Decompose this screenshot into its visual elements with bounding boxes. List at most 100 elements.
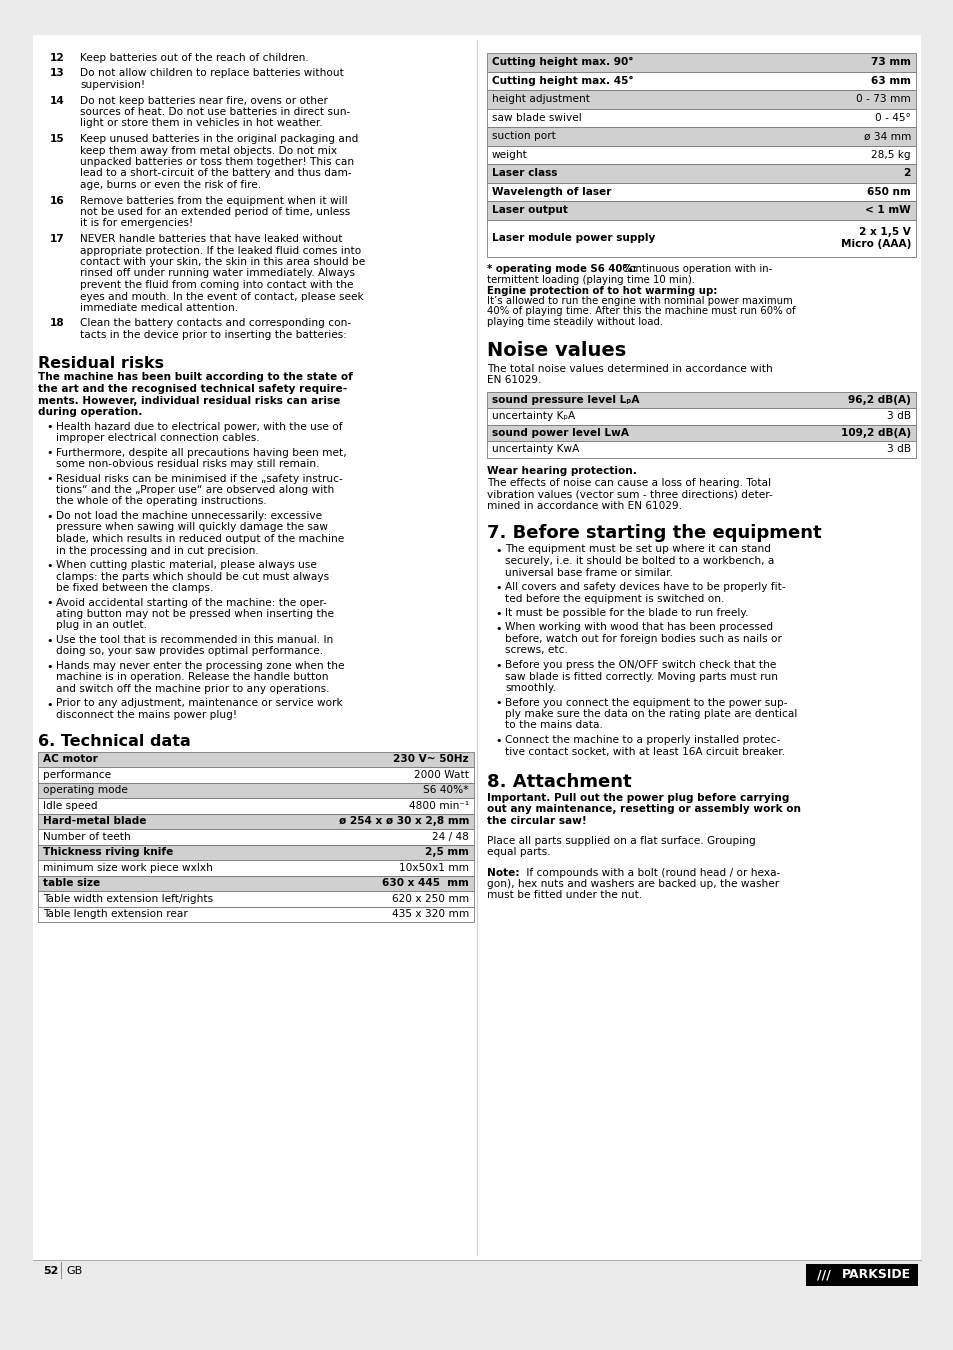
Text: operating mode: operating mode	[43, 786, 128, 795]
Text: Noise values: Noise values	[486, 342, 625, 360]
Text: EN 61029.: EN 61029.	[486, 375, 540, 385]
Text: Continuous operation with in-: Continuous operation with in-	[618, 265, 771, 274]
Text: 14: 14	[50, 96, 65, 105]
Text: 435 x 320 mm: 435 x 320 mm	[392, 910, 469, 919]
Text: AC motor: AC motor	[43, 755, 98, 764]
Bar	[486, 408, 915, 424]
Text: not be used for an extended period of time, unless: not be used for an extended period of ti…	[80, 207, 350, 217]
Text: 12: 12	[50, 53, 65, 63]
Text: some non-obvious residual risks may still remain.: some non-obvious residual risks may stil…	[56, 459, 319, 468]
Text: 15: 15	[50, 134, 65, 144]
Text: Hands may never enter the processing zone when the: Hands may never enter the processing zon…	[56, 662, 344, 671]
Text: during operation.: during operation.	[38, 406, 142, 417]
Text: •: •	[46, 512, 52, 522]
Text: 4800 min⁻¹: 4800 min⁻¹	[409, 801, 469, 811]
Text: blade, which results in reduced output of the machine: blade, which results in reduced output o…	[56, 535, 344, 544]
Text: playing time steadily without load.: playing time steadily without load.	[486, 317, 662, 327]
Text: saw blade swivel: saw blade swivel	[492, 113, 581, 123]
Text: 16: 16	[50, 196, 65, 205]
Text: tacts in the device prior to inserting the batteries:: tacts in the device prior to inserting t…	[80, 329, 347, 340]
Text: disconnect the mains power plug!: disconnect the mains power plug!	[56, 710, 237, 720]
Bar	[486, 392, 915, 408]
Text: universal base frame or similar.: universal base frame or similar.	[504, 567, 672, 578]
Text: 52: 52	[43, 1266, 58, 1276]
Text: Do not allow children to replace batteries without: Do not allow children to replace batteri…	[80, 69, 343, 78]
Text: The total noise values determined in accordance with: The total noise values determined in acc…	[486, 363, 772, 374]
Text: Furthermore, despite all precautions having been met,: Furthermore, despite all precautions hav…	[56, 447, 346, 458]
Text: •: •	[495, 698, 501, 709]
Text: 40% of playing time. After this the machine must run 60% of: 40% of playing time. After this the mach…	[486, 306, 795, 316]
Text: pressure when sawing will quickly damage the saw: pressure when sawing will quickly damage…	[56, 522, 328, 532]
Text: The effects of noise can cause a loss of hearing. Total: The effects of noise can cause a loss of…	[486, 478, 770, 487]
Text: •: •	[495, 545, 501, 555]
Text: Number of teeth: Number of teeth	[43, 832, 131, 842]
Text: When working with wood that has been processed: When working with wood that has been pro…	[504, 622, 772, 633]
Text: Residual risks: Residual risks	[38, 355, 164, 370]
Text: uncertainty KᴡA: uncertainty KᴡA	[492, 444, 578, 454]
Text: minimum size work piece wxlxh: minimum size work piece wxlxh	[43, 863, 213, 872]
Text: Connect the machine to a properly installed protec-: Connect the machine to a properly instal…	[504, 734, 780, 745]
Text: appropriate protection. If the leaked fluid comes into: appropriate protection. If the leaked fl…	[80, 246, 361, 255]
Bar	[486, 201, 915, 220]
Text: 96,2 dB(A): 96,2 dB(A)	[847, 394, 910, 405]
Text: Use the tool that is recommended in this manual. In: Use the tool that is recommended in this…	[56, 634, 333, 645]
Text: plug in an outlet.: plug in an outlet.	[56, 621, 147, 630]
Text: Avoid accidental starting of the machine: the oper-: Avoid accidental starting of the machine…	[56, 598, 327, 608]
Text: Keep unused batteries in the original packaging and: Keep unused batteries in the original pa…	[80, 134, 358, 144]
Bar	[486, 90, 915, 108]
Text: Idle speed: Idle speed	[43, 801, 97, 811]
Bar	[38, 891, 474, 906]
Text: 73 mm: 73 mm	[870, 57, 910, 68]
Text: rinsed off under running water immediately. Always: rinsed off under running water immediate…	[80, 269, 355, 278]
Text: All covers and safety devices have to be properly fit-: All covers and safety devices have to be…	[504, 582, 785, 593]
Text: Remove batteries from the equipment when it will: Remove batteries from the equipment when…	[80, 196, 347, 205]
Text: mined in accordance with EN 61029.: mined in accordance with EN 61029.	[486, 501, 681, 512]
Bar	[38, 798, 474, 814]
Text: Note:: Note:	[486, 868, 519, 878]
Text: Before you connect the equipment to the power sup-: Before you connect the equipment to the …	[504, 698, 786, 707]
Text: 17: 17	[50, 234, 65, 244]
Bar	[486, 163, 915, 182]
Bar	[486, 53, 915, 72]
Text: securely, i.e. it should be bolted to a workbench, a: securely, i.e. it should be bolted to a …	[504, 556, 774, 566]
Text: smoothly.: smoothly.	[504, 683, 556, 693]
Text: ///: ///	[816, 1269, 830, 1281]
Text: •: •	[495, 662, 501, 671]
Bar	[38, 906, 474, 922]
Text: clamps: the parts which should be cut must always: clamps: the parts which should be cut mu…	[56, 571, 329, 582]
Text: Prior to any adjustment, maintenance or service work: Prior to any adjustment, maintenance or …	[56, 698, 342, 709]
Text: •: •	[46, 699, 52, 710]
Text: Do not keep batteries near fire, ovens or other: Do not keep batteries near fire, ovens o…	[80, 96, 328, 105]
Text: suction port: suction port	[492, 131, 556, 142]
Text: NEVER handle batteries that have leaked without: NEVER handle batteries that have leaked …	[80, 234, 342, 244]
Text: The equipment must be set up where it can stand: The equipment must be set up where it ca…	[504, 544, 770, 555]
Text: Place all parts supplied on a flat surface. Grouping: Place all parts supplied on a flat surfa…	[486, 836, 755, 845]
Text: Laser class: Laser class	[492, 169, 557, 178]
Text: screws, etc.: screws, etc.	[504, 645, 567, 656]
Text: it is for emergencies!: it is for emergencies!	[80, 219, 193, 228]
Text: sound pressure level LₚA: sound pressure level LₚA	[492, 394, 639, 405]
Text: the art and the recognised technical safety require-: the art and the recognised technical saf…	[38, 383, 347, 394]
Bar	[38, 767, 474, 783]
Text: equal parts.: equal parts.	[486, 846, 550, 857]
Text: •: •	[495, 624, 501, 633]
Text: vibration values (vector sum - three directions) deter-: vibration values (vector sum - three dir…	[486, 490, 772, 500]
Text: contact with your skin, the skin in this area should be: contact with your skin, the skin in this…	[80, 256, 365, 267]
Text: ments. However, individual residual risks can arise: ments. However, individual residual risk…	[38, 396, 340, 405]
Bar	[486, 72, 915, 90]
Text: Before you press the ON/OFF switch check that the: Before you press the ON/OFF switch check…	[504, 660, 776, 670]
Text: •: •	[495, 609, 501, 620]
Text: performance: performance	[43, 769, 111, 780]
Text: 18: 18	[50, 319, 65, 328]
Text: lead to a short-circuit of the battery and thus dam-: lead to a short-circuit of the battery a…	[80, 169, 352, 178]
Text: Do not load the machine unnecessarily: excessive: Do not load the machine unnecessarily: e…	[56, 512, 322, 521]
Text: uncertainty KₚA: uncertainty KₚA	[492, 412, 575, 421]
Bar	[38, 860, 474, 876]
Text: 63 mm: 63 mm	[870, 76, 910, 86]
Text: Engine protection of to hot warming up:: Engine protection of to hot warming up:	[486, 285, 717, 296]
Text: If compounds with a bolt (round head / or hexa-: If compounds with a bolt (round head / o…	[522, 868, 780, 878]
Bar	[38, 876, 474, 891]
Text: 620 x 250 mm: 620 x 250 mm	[392, 894, 469, 903]
Text: 2: 2	[902, 169, 910, 178]
Text: sources of heat. Do not use batteries in direct sun-: sources of heat. Do not use batteries in…	[80, 107, 350, 117]
